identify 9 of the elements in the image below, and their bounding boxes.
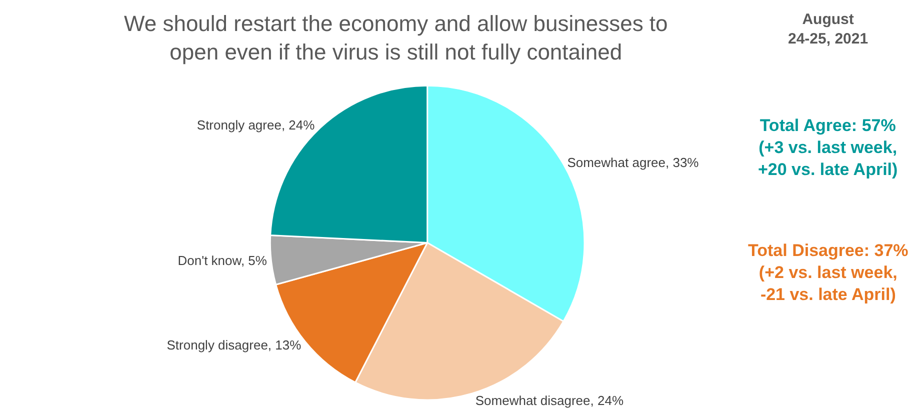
slice-label: Strongly disagree, 13% [166, 337, 302, 352]
slice-label: Strongly agree, 24% [196, 118, 316, 133]
slice-label: Somewhat disagree, 24% [475, 392, 624, 408]
text: August 24-25, 2021 [788, 11, 868, 48]
slice-label: Don't know, 5% [178, 252, 268, 268]
chart-title: We should restart the economy and allow businesses to open even if the virus is still not fully contained [124, 11, 668, 65]
slice-label: Somewhat agree, 33% [567, 154, 700, 170]
text: Total Agree: 57% (+3 vs. last week, +20 vs. late April) [758, 116, 898, 180]
text: Total Disagree: 37% (+2 vs. last week, -21 vs. late April) [748, 241, 908, 304]
